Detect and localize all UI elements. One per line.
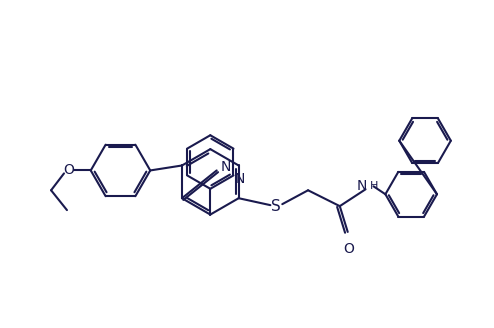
Text: N: N	[356, 179, 367, 193]
Text: S: S	[272, 199, 281, 214]
Text: N: N	[235, 173, 245, 186]
Text: O: O	[343, 242, 354, 256]
Text: H: H	[370, 181, 378, 191]
Text: O: O	[64, 163, 75, 177]
Text: N: N	[221, 160, 231, 174]
